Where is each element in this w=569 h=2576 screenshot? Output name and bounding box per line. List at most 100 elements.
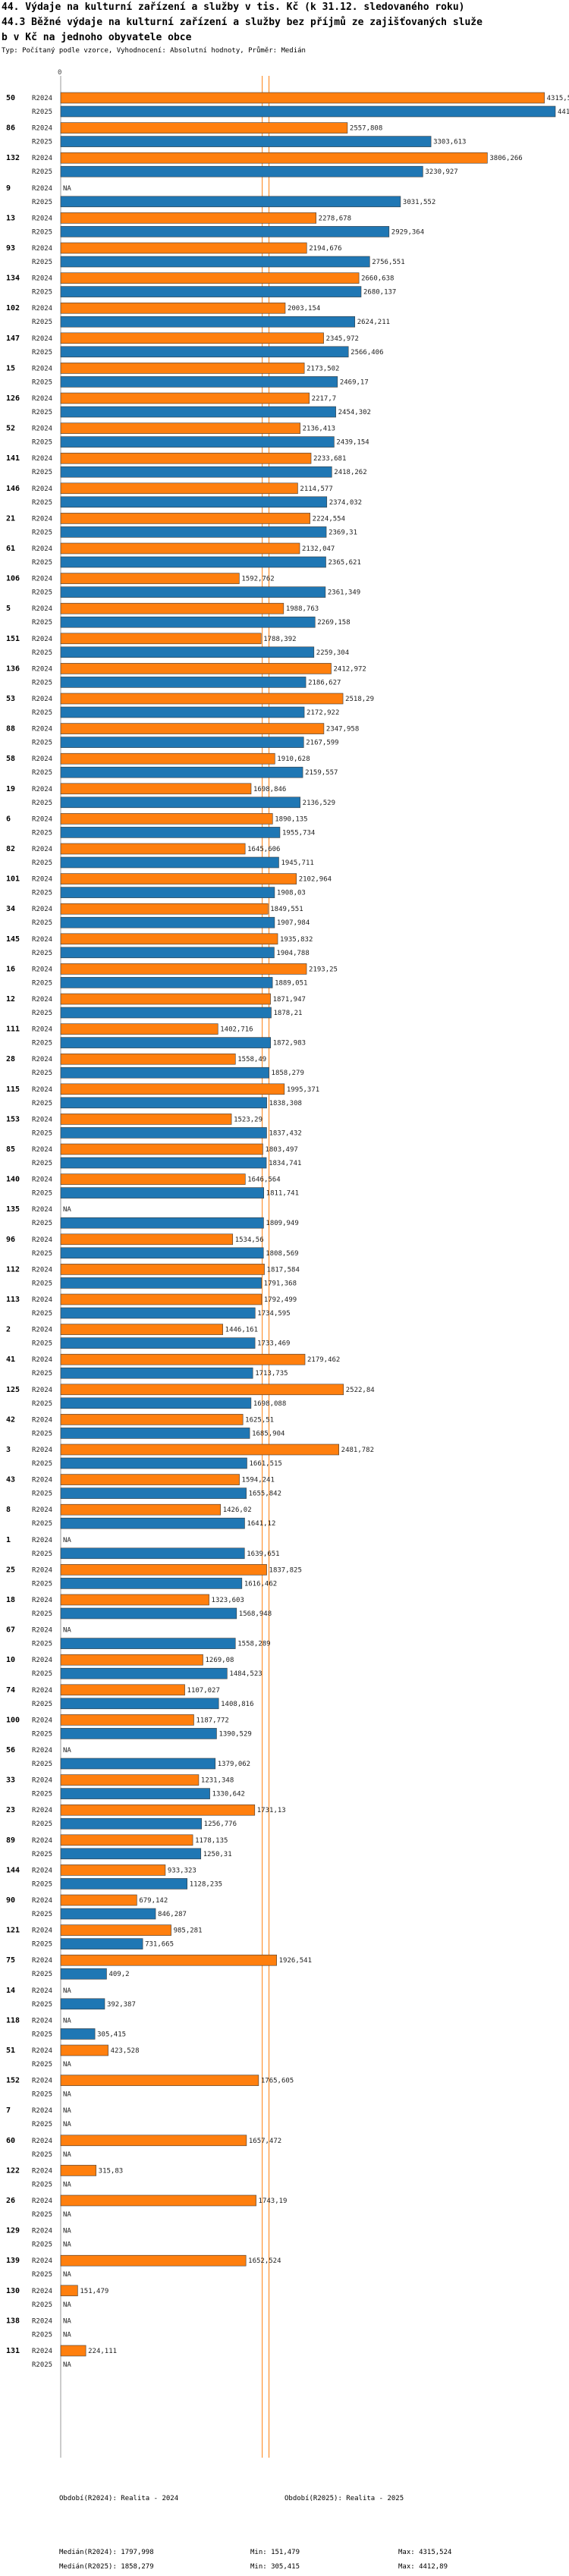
series-label-r2025: R2025 [32,679,52,686]
series-label-r2025: R2025 [32,228,52,236]
value-label-r2025: 2374,032 [329,499,362,507]
bar-r2024 [60,813,273,825]
series-label-r2025: R2025 [32,2241,52,2249]
group-id-label: 90 [6,1896,15,1905]
series-label-r2025: R2025 [32,1370,52,1378]
value-label-r2024: 1871,947 [273,996,306,1004]
bar-r2024 [60,482,298,495]
bar-r2025 [60,616,316,628]
series-label-r2025: R2025 [32,439,52,447]
series-label-r2024: R2024 [32,665,52,673]
max-2024-text: Max: 4315,524 [398,2549,452,2556]
bar-r2024 [60,513,310,524]
bar-r2025 [60,766,303,778]
bar-r2025 [60,316,356,328]
series-label-r2024: R2024 [32,846,52,853]
min-2024-text: Min: 151,479 [250,2549,300,2556]
series-label-r2024: R2024 [32,1807,52,1814]
bar-r2024 [60,92,545,104]
bar-r2024 [60,452,312,464]
series-label-r2024: R2024 [32,365,52,372]
value-label-r2025: 392,387 [107,2001,136,2009]
bar-r2024 [60,1173,246,1185]
series-label-r2024: R2024 [32,2317,52,2325]
bar-r2025 [60,856,279,869]
value-label-r2025: 2454,302 [338,409,371,416]
series-label-r2025: R2025 [32,2211,52,2219]
series-label-r2025: R2025 [32,1070,52,1077]
bar-r2025 [60,887,275,898]
zero-axis-label: 0 [58,69,61,77]
series-label-r2024: R2024 [32,906,52,913]
group-id-label: 118 [6,2016,20,2025]
na-label: NA [63,1537,71,1544]
chart-title-line-3: b v Kč na jednoho obyvatele obce [2,32,192,43]
bar-r2024 [60,933,278,945]
group-id-label: 18 [6,1596,15,1604]
value-label-r2024: 933,323 [168,1867,196,1874]
group-id-label: 113 [6,1296,20,1304]
group-id-label: 96 [6,1236,15,1244]
series-label-r2025: R2025 [32,649,52,657]
na-label: NA [63,2107,71,2115]
series-label-r2025: R2025 [32,619,52,627]
series-label-r2024: R2024 [32,395,52,403]
series-label-r2025: R2025 [32,1430,52,1437]
na-label: NA [63,2121,71,2128]
bar-r2025 [60,737,304,748]
na-label: NA [63,2271,71,2279]
series-label-r2025: R2025 [32,2121,52,2128]
bar-r2025 [60,1037,272,1048]
group-id-label: 21 [6,514,15,523]
value-label-r2025: 2756,551 [372,259,404,266]
series-label-r2025: R2025 [32,769,52,777]
group-id-label: 152 [6,2077,20,2085]
bar-r2025 [60,1968,107,1980]
bar-r2025 [60,1607,237,1619]
series-label-r2024: R2024 [32,1176,52,1184]
na-label: NA [63,185,71,193]
value-label-r2025: 3230,927 [425,168,457,176]
bar-r2024 [60,2345,86,2357]
value-label-r2024: 1426,02 [223,1506,252,1514]
value-label-r2025: 1811,741 [266,1190,299,1198]
series-label-r2025: R2025 [32,139,52,146]
group-id-label: 129 [6,2227,20,2235]
bar-r2025 [60,1908,156,1920]
na-label: NA [63,2091,71,2099]
value-label-r2025: 1685,904 [252,1430,284,1437]
value-label-r2024: 985,281 [174,1927,203,1935]
value-label-r2025: 1558,289 [237,1641,270,1648]
value-label-r2024: 151,479 [80,2288,108,2295]
value-label-r2024: 2347,958 [326,726,359,734]
value-label-r2024: 1788,392 [263,636,296,643]
bar-r2025 [60,1367,253,1379]
group-id-label: 135 [6,1205,20,1214]
group-id-label: 140 [6,1176,20,1184]
series-label-r2024: R2024 [32,95,52,102]
value-label-r2025: 2172,922 [307,709,339,717]
series-label-r2025: R2025 [32,740,52,747]
bar-r2024 [60,1654,203,1666]
series-label-r2024: R2024 [32,1506,52,1514]
value-label-r2025: 1641,12 [247,1520,275,1528]
bar-r2024 [60,272,360,284]
chart-title-line-2: 44.3 Běžné výdaje na kulturní zařízení a… [2,17,483,28]
value-label-r2024: 1646,564 [247,1176,280,1184]
bar-r2024 [60,663,332,674]
series-label-r2025: R2025 [32,289,52,297]
series-label-r2025: R2025 [32,1340,52,1348]
group-id-label: 19 [6,785,15,793]
value-label-r2024: 2557,808 [350,125,382,133]
group-id-label: 14 [6,1987,15,1995]
group-id-label: 26 [6,2197,15,2205]
bar-r2025 [60,1187,264,1198]
bar-r2024 [60,843,246,855]
series-label-r2025: R2025 [32,2301,52,2309]
bar-r2024 [60,602,284,614]
group-id-label: 134 [6,275,20,283]
series-label-r2024: R2024 [32,1897,52,1905]
series-label-r2024: R2024 [32,576,52,583]
group-id-label: 122 [6,2166,20,2175]
series-label-r2024: R2024 [32,1957,52,1965]
